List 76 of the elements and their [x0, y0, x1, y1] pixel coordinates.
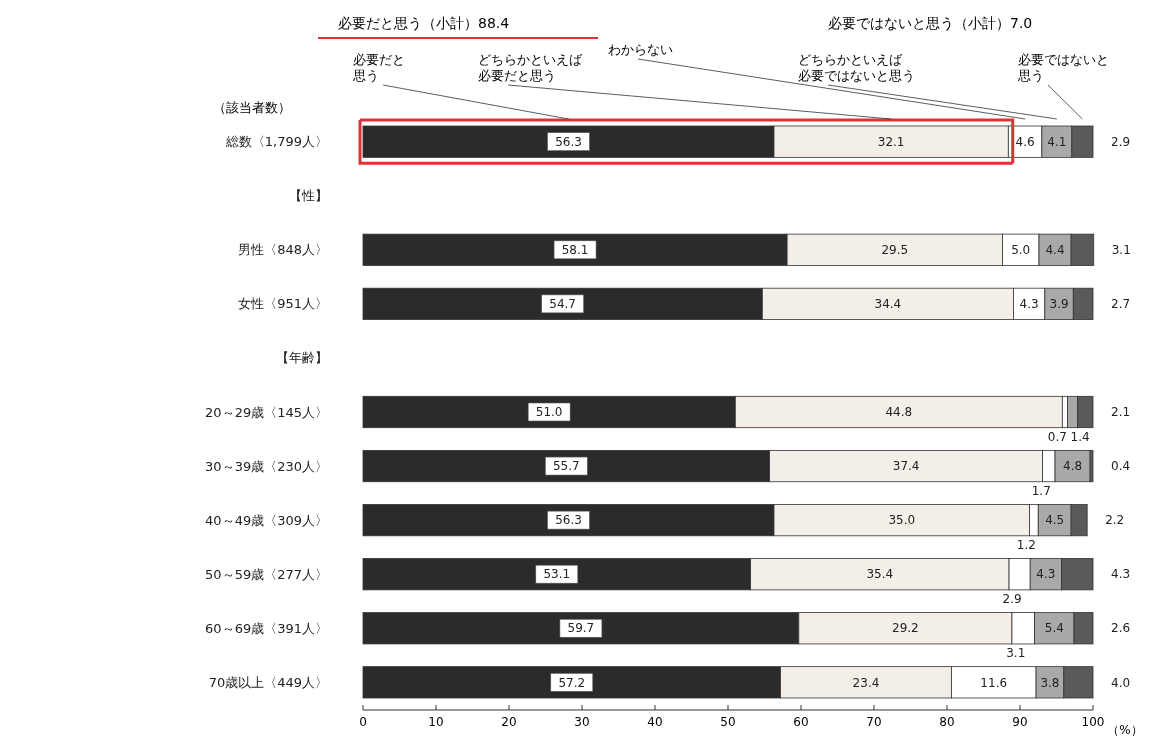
- data-label: 57.2: [558, 675, 586, 690]
- x-tick-label: 30: [574, 715, 590, 729]
- data-label: 35.4: [866, 567, 894, 582]
- y-tick-label: 50～59歳〈277人〉: [205, 566, 328, 582]
- data-label: 4.3: [1111, 567, 1131, 582]
- data-label: 4.4: [1045, 243, 1065, 258]
- data-label: 32.1: [877, 134, 905, 149]
- data-label: 5.0: [1011, 243, 1031, 258]
- data-label: 55.7: [552, 459, 580, 474]
- data-label: 3.1: [1006, 646, 1026, 661]
- data-label: 44.8: [885, 405, 913, 420]
- data-label: 4.3: [1036, 567, 1056, 582]
- text: 必要だと思う（小計）88.4: [338, 15, 510, 31]
- text: （該当者数）: [213, 100, 291, 115]
- y-tick-label: 女性〈951人〉: [238, 296, 328, 312]
- data-label: 3.9: [1049, 297, 1069, 312]
- data-label: 59.7: [567, 621, 595, 636]
- data-label: 4.0: [1111, 675, 1131, 690]
- data-label: 58.1: [561, 243, 589, 258]
- x-axis-title: （%）: [1107, 723, 1143, 737]
- x-tick-label: 70: [866, 715, 882, 729]
- x-tick-label: 40: [647, 715, 663, 729]
- y-tick-label: 総数〈1,799人〉: [224, 134, 328, 150]
- data-label: 34.4: [874, 297, 902, 312]
- x-tick-label: 100: [1081, 715, 1105, 729]
- data-label: 2.2: [1105, 513, 1125, 528]
- x-tick-label: 80: [939, 715, 955, 729]
- x-tick-label: 60: [793, 715, 809, 729]
- text: わからない: [608, 42, 673, 57]
- text: どちらかといえば必要だと思う: [478, 52, 583, 83]
- data-label: 2.9: [1002, 592, 1022, 607]
- data-label: 1.4: [1070, 429, 1090, 444]
- data-label: 35.0: [888, 513, 916, 528]
- x-tick-label: 90: [1012, 715, 1028, 729]
- text: 必要ではないと思う（小計）7.0: [828, 15, 1033, 31]
- data-label: 11.6: [980, 675, 1008, 690]
- data-label: 4.5: [1045, 513, 1065, 528]
- y-tick-label: 男性〈848人〉: [238, 242, 328, 258]
- data-label: 2.1: [1111, 405, 1131, 420]
- data-label: 4.8: [1063, 459, 1083, 474]
- data-label: 1.7: [1031, 483, 1051, 498]
- data-label: 56.3: [555, 134, 582, 149]
- y-tick-label: 【年齢】: [276, 350, 328, 366]
- data-label: 2.6: [1111, 621, 1131, 636]
- data-label: 4.1: [1047, 134, 1067, 149]
- data-label: 0.4: [1111, 459, 1131, 474]
- data-label: 1.2: [1016, 538, 1036, 553]
- x-tick-label: 20: [501, 715, 517, 729]
- data-label: 53.1: [543, 567, 571, 582]
- data-label: 3.8: [1040, 675, 1060, 690]
- data-label: 2.9: [1111, 134, 1131, 149]
- data-label: 0.7: [1047, 429, 1067, 444]
- data-label: 54.7: [549, 297, 577, 312]
- data-label: 29.5: [881, 243, 909, 258]
- data-label: 5.4: [1044, 621, 1064, 636]
- data-label: 4.3: [1019, 297, 1039, 312]
- data-label: 23.4: [852, 675, 880, 690]
- x-tick-label: 0: [359, 715, 367, 729]
- x-tick-label: 10: [428, 715, 444, 729]
- text: 必要ではないと思う: [1017, 52, 1109, 83]
- y-tick-label: 【性】: [289, 188, 328, 204]
- y-tick-label: 60～69歳〈391人〉: [205, 620, 328, 636]
- text: 必要だと思う: [352, 52, 405, 83]
- y-tick-label: 30～39歳〈230人〉: [205, 458, 328, 474]
- text: どちらかといえば必要ではないと思う: [798, 52, 915, 83]
- data-label: 37.4: [892, 459, 920, 474]
- data-label: 3.1: [1111, 243, 1131, 258]
- data-label: 29.2: [892, 621, 919, 636]
- x-tick-label: 50: [720, 715, 736, 729]
- data-label: 56.3: [555, 513, 582, 528]
- data-label: 51.0: [535, 405, 563, 420]
- data-label: 2.7: [1111, 297, 1131, 312]
- y-tick-label: 70歳以上〈449人〉: [208, 674, 328, 690]
- data-label: 4.6: [1015, 134, 1035, 149]
- y-tick-label: 40～49歳〈309人〉: [205, 512, 328, 528]
- y-tick-label: 20～29歳〈145人〉: [205, 404, 328, 420]
